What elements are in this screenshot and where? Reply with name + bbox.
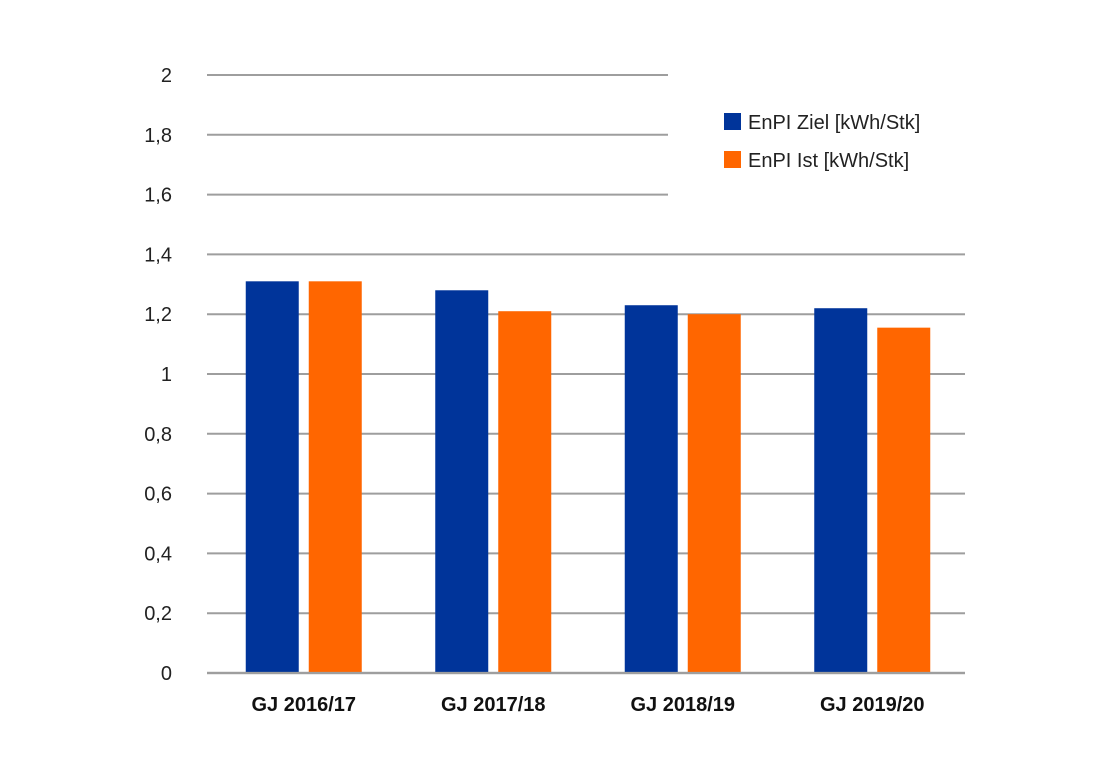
- y-tick-label: 0: [161, 663, 172, 685]
- legend-swatch: [724, 151, 741, 168]
- x-tick-label: GJ 2016/17: [251, 694, 356, 716]
- bar: [877, 327, 931, 673]
- bar: [687, 314, 741, 673]
- legend-label: EnPI Ist [kWh/Stk]: [748, 150, 909, 172]
- x-tick-label: GJ 2017/18: [441, 694, 546, 716]
- bar: [308, 281, 362, 673]
- y-tick-label: 1: [161, 364, 172, 386]
- bar: [435, 290, 489, 673]
- y-tick-label: 1,6: [144, 185, 172, 207]
- y-tick-label: 0,2: [144, 603, 172, 625]
- legend: EnPI Ziel [kWh/Stk] EnPI Ist [kWh/Stk]: [724, 112, 920, 172]
- y-tick-label: 1,8: [144, 125, 172, 147]
- bar: [245, 281, 299, 673]
- legend-swatch: [724, 113, 741, 130]
- bar: [814, 308, 868, 673]
- y-tick-label: 0,4: [144, 543, 172, 565]
- axes: 0 0,2 0,4 0,6 0,8 1 1,2 1,4 1,6 1,8 2 GJ 2016/17 GJ …: [144, 65, 924, 716]
- legend-label: EnPI Ziel [kWh/Stk]: [748, 112, 920, 134]
- y-tick-label: 1,4: [144, 244, 172, 266]
- bars: [207, 281, 965, 675]
- y-tick-label: 1,2: [144, 304, 172, 326]
- y-tick-label: 2: [161, 65, 172, 87]
- x-tick-label: GJ 2018/19: [630, 694, 735, 716]
- y-tick-label: 0,8: [144, 424, 172, 446]
- bar: [498, 311, 552, 673]
- x-tick-label: GJ 2019/20: [820, 694, 925, 716]
- bar: [624, 305, 678, 673]
- y-tick-label: 0,6: [144, 484, 172, 506]
